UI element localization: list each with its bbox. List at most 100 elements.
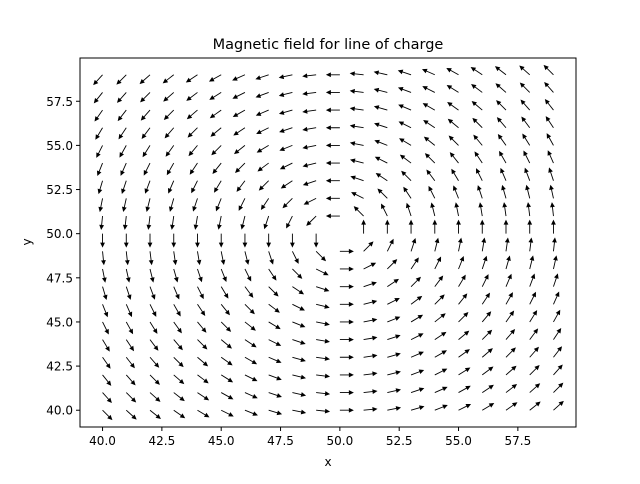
- field-arrow: [381, 203, 388, 217]
- field-arrow: [434, 313, 446, 323]
- field-arrow: [220, 251, 226, 266]
- field-arrow: [102, 409, 113, 421]
- field-arrow: [149, 409, 161, 419]
- field-arrow: [197, 356, 209, 367]
- field-arrow: [361, 219, 366, 234]
- field-arrow: [96, 145, 103, 158]
- field-arrow: [422, 103, 436, 111]
- field-arrow: [244, 409, 258, 416]
- field-arrow: [163, 92, 175, 102]
- field-arrow: [519, 65, 531, 76]
- field-arrow: [387, 298, 400, 305]
- field-arrow: [481, 348, 493, 358]
- field-arrow: [325, 160, 340, 166]
- field-arrow: [102, 339, 110, 352]
- field-arrow: [522, 133, 531, 146]
- field-arrow: [101, 251, 106, 266]
- field-arrow: [398, 104, 412, 111]
- field-arrow: [339, 266, 354, 272]
- field-arrow: [244, 339, 257, 348]
- field-arrow: [499, 150, 507, 164]
- field-arrow: [505, 347, 516, 358]
- field-arrow: [292, 251, 299, 264]
- field-arrow: [373, 87, 388, 93]
- field-arrow: [95, 127, 103, 140]
- field-arrow: [363, 262, 377, 270]
- field-arrow: [268, 374, 282, 381]
- field-arrow: [101, 268, 107, 283]
- field-arrow: [504, 237, 510, 252]
- field-arrow: [313, 233, 319, 248]
- y-tick-label: 57.5: [46, 95, 73, 109]
- field-arrow: [236, 180, 246, 192]
- field-arrow: [339, 284, 354, 290]
- field-arrow: [349, 106, 364, 112]
- field-arrow: [116, 74, 127, 85]
- field-arrow: [187, 127, 198, 138]
- field-arrow: [186, 92, 198, 101]
- field-arrow: [423, 136, 436, 146]
- field-arrow: [255, 92, 269, 98]
- y-axis-label: y: [20, 238, 34, 245]
- x-tick-label: 50.0: [327, 434, 354, 448]
- field-arrow: [220, 392, 234, 400]
- field-arrow: [244, 374, 258, 382]
- field-arrow: [282, 198, 293, 209]
- field-arrow: [458, 293, 468, 305]
- field-arrow: [121, 198, 127, 213]
- field-arrow: [449, 152, 459, 164]
- field-arrow: [302, 162, 317, 168]
- field-arrow: [316, 321, 330, 327]
- field-arrow: [173, 409, 186, 419]
- field-arrow: [397, 87, 412, 93]
- field-arrow: [292, 286, 305, 295]
- field-arrow: [279, 144, 293, 151]
- field-arrow: [529, 273, 536, 287]
- field-arrow: [192, 198, 198, 212]
- field-arrow: [447, 118, 459, 129]
- field-arrow: [173, 321, 182, 334]
- field-arrow: [374, 156, 388, 164]
- field-arrow: [470, 67, 483, 76]
- field-arrow: [423, 119, 436, 129]
- field-arrow: [374, 122, 388, 129]
- field-arrow: [550, 202, 555, 217]
- field-arrow: [387, 406, 402, 411]
- field-arrow: [93, 92, 103, 104]
- field-arrow: [315, 268, 329, 276]
- field-arrow: [553, 309, 561, 323]
- field-arrow: [125, 286, 132, 300]
- field-arrow: [548, 167, 554, 181]
- tick-layer: 40.0 42.5 45.0 47.5 50.0 52.5 55.0 57.5 40.0 42.5…: [46, 95, 531, 448]
- field-arrow: [398, 121, 412, 129]
- field-arrow: [292, 339, 306, 345]
- field-arrow: [349, 123, 364, 129]
- field-arrow: [196, 251, 202, 266]
- field-arrow: [482, 403, 495, 411]
- field-arrow: [339, 319, 354, 325]
- field-arrow: [325, 195, 340, 201]
- field-arrow: [143, 162, 151, 176]
- field-arrow: [96, 162, 103, 177]
- field-arrow: [434, 331, 447, 340]
- field-arrow: [374, 139, 388, 146]
- field-arrow: [339, 407, 354, 413]
- field-arrow: [447, 101, 459, 111]
- field-arrow: [292, 321, 306, 328]
- field-arrow: [197, 286, 204, 300]
- field-arrow: [553, 346, 563, 358]
- field-arrow: [481, 292, 491, 305]
- field-arrow: [501, 184, 507, 199]
- field-arrow: [167, 180, 175, 194]
- field-arrow: [446, 85, 459, 93]
- field-arrow: [553, 382, 564, 393]
- field-arrow: [268, 409, 283, 416]
- field-arrow: [553, 291, 560, 305]
- field-arrow: [363, 299, 378, 305]
- field-arrow: [149, 339, 159, 351]
- field-arrow: [141, 127, 151, 139]
- field-arrow: [220, 321, 232, 332]
- field-arrow: [93, 74, 103, 86]
- x-tick-label: 55.0: [445, 434, 472, 448]
- field-arrow: [244, 303, 255, 315]
